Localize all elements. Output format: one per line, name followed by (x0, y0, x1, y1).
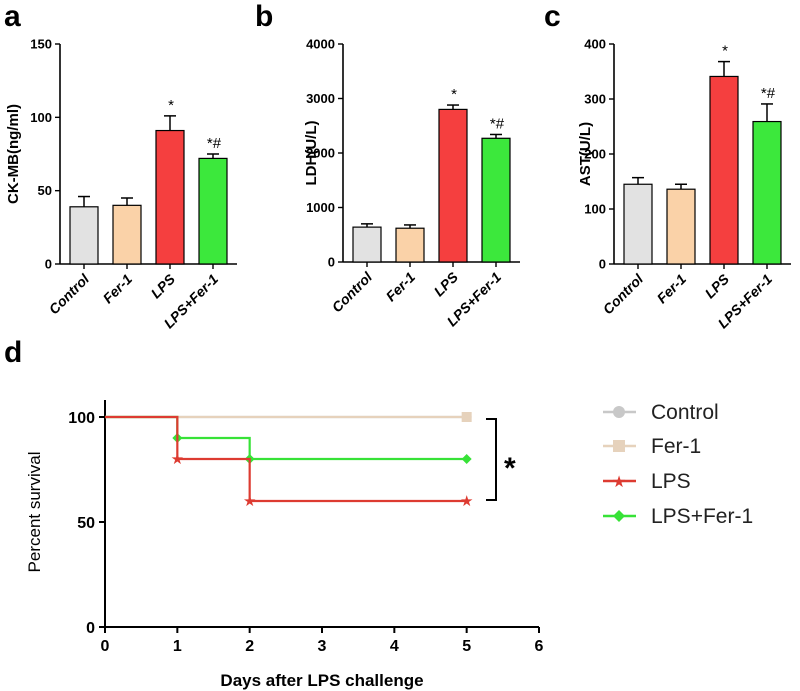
y-tick-label: 0 (86, 620, 95, 637)
legend-label: Fer-1 (651, 435, 701, 458)
y-axis-label: CK-MB(ng/ml) (5, 104, 22, 204)
category-label: Control (329, 268, 376, 315)
y-tick-label: 1000 (306, 200, 335, 215)
y-axis-label: AST(U/L) (577, 122, 594, 186)
bar (352, 226, 382, 263)
bar (709, 75, 739, 265)
x-tick-label: 1 (173, 638, 182, 655)
censor-marker (461, 412, 472, 422)
y-tick-label: 50 (38, 183, 52, 198)
panel-label: b (255, 0, 273, 33)
legend-label: LPS+Fer-1 (651, 505, 753, 528)
legend-marker: ★ (612, 472, 626, 491)
significance-marker: * (722, 43, 728, 60)
significance-marker: *# (207, 135, 222, 152)
survival-panel-d: d 0 50 100 0 1 2 3 4 5 6 Percent survival Days after… (4, 336, 753, 690)
y-axis-label: LDH(U/L) (303, 121, 320, 186)
panel-label: c (544, 0, 561, 33)
bar (752, 120, 782, 265)
censor-marker: ★ (171, 450, 184, 468)
bar (155, 129, 185, 265)
panel-label: a (4, 0, 21, 33)
bar (198, 157, 228, 265)
category-label: Control (46, 270, 93, 317)
significance-bracket (486, 418, 497, 501)
legend: Control Fer-1 ★ LPS LPS+Fer-1 (603, 401, 753, 528)
bar (69, 206, 99, 265)
category-label: LPS (431, 268, 462, 299)
survival-line-2 (105, 415, 467, 503)
x-tick-label: 6 (535, 638, 544, 655)
x-axis-label: Days after LPS challenge (220, 671, 423, 690)
significance-star: * (504, 452, 516, 485)
y-tick-label: 4000 (306, 37, 335, 52)
x-tick-label: 2 (245, 638, 254, 655)
category-label: Fer-1 (100, 271, 136, 307)
bar-panel-b: b 0 1000 2000 3000 4000 LDH(U/L) Control Fer-1 * L… (255, 0, 520, 329)
significance-marker: *# (490, 115, 505, 132)
x-tick-label: 5 (462, 638, 471, 655)
category-label: Control (600, 270, 647, 317)
y-tick-label: 100 (30, 110, 52, 125)
category-label: Fer-1 (654, 271, 690, 307)
y-tick-label: 100 (68, 410, 95, 427)
x-tick-label: 4 (390, 638, 399, 655)
y-tick-label: 150 (30, 37, 52, 52)
bar (395, 227, 425, 263)
bar (112, 204, 142, 265)
censor-marker (461, 454, 472, 464)
significance-marker: *# (761, 85, 776, 102)
legend-label: Control (651, 401, 719, 424)
survival-line-3 (105, 415, 467, 461)
x-tick-label: 3 (318, 638, 327, 655)
bar-panel-a: a 0 50 100 150 CK-MB(ng/ml) Control Fer-1 * LPS *#… (4, 0, 237, 331)
censor-marker: ★ (243, 492, 256, 510)
significance-marker: * (168, 97, 174, 114)
y-tick-label: 100 (584, 202, 606, 217)
y-tick-label: 3000 (306, 91, 335, 106)
y-tick-label: 2000 (306, 146, 335, 161)
y-tick-label: 0 (599, 257, 606, 272)
y-tick-label: 0 (45, 257, 52, 272)
bar-panel-c: c 0 100 200 300 400 AST(U/L) Control Fer-1 * LPS *#… (544, 0, 791, 331)
x-tick-label: 0 (101, 638, 110, 655)
y-tick-label: 0 (328, 255, 335, 270)
censor-marker: ★ (460, 492, 473, 510)
y-tick-label: 200 (584, 147, 606, 162)
category-label: Fer-1 (383, 269, 419, 305)
bar (438, 108, 468, 263)
y-axis-label: Percent survival (25, 452, 44, 573)
y-tick-label: 400 (584, 37, 606, 52)
category-label: LPS (702, 270, 733, 301)
legend-marker (613, 406, 625, 418)
bar (481, 137, 511, 263)
category-label: LPS (148, 270, 179, 301)
significance-marker: * (451, 86, 457, 103)
y-tick-label: 300 (584, 92, 606, 107)
y-tick-label: 50 (77, 515, 95, 532)
legend-marker (613, 510, 625, 522)
bar (666, 188, 696, 265)
legend-label: LPS (651, 470, 691, 493)
bar (623, 183, 653, 265)
panel-label: d (4, 336, 22, 369)
legend-marker (613, 440, 625, 452)
